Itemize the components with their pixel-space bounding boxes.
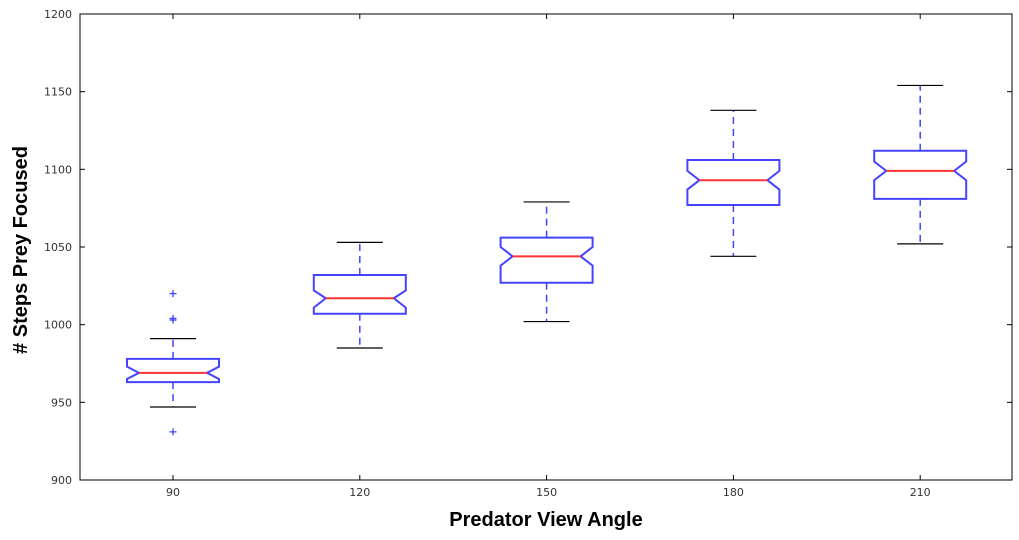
box-90: [126, 290, 220, 436]
y-tick-label: 900: [51, 474, 72, 487]
x-tick-label: 180: [723, 486, 744, 499]
y-tick-label: 950: [51, 396, 72, 409]
x-tick-label: 120: [349, 486, 370, 499]
y-axis-label: # Steps Prey Focused: [10, 146, 32, 354]
box-210: [873, 84, 968, 245]
box-120: [312, 241, 407, 349]
y-tick-label: 1000: [44, 319, 72, 332]
box-150: [499, 201, 594, 323]
y-tick-label: 1150: [44, 86, 72, 99]
box-180: [686, 109, 781, 257]
y-tick-label: 1200: [44, 8, 72, 21]
notched-box: [312, 273, 407, 315]
x-tick-label: 150: [536, 486, 557, 499]
y-tick-label: 1100: [44, 163, 72, 176]
x-axis-label: Predator View Angle: [449, 509, 642, 531]
x-tick-label: 210: [910, 486, 931, 499]
notched-box: [873, 149, 968, 200]
notched-box: [126, 357, 220, 384]
y-tick-label: 1050: [44, 241, 72, 254]
notched-box: [686, 159, 781, 207]
plot-area: [79, 13, 1013, 481]
y-axis: 900 950 1000 1050 1100 1150 1200: [44, 8, 1012, 487]
x-axis: 90 120 150 180 210: [166, 14, 931, 499]
x-tick-label: 90: [166, 486, 180, 499]
boxes-group: [126, 84, 968, 436]
notched-box: [499, 236, 594, 284]
